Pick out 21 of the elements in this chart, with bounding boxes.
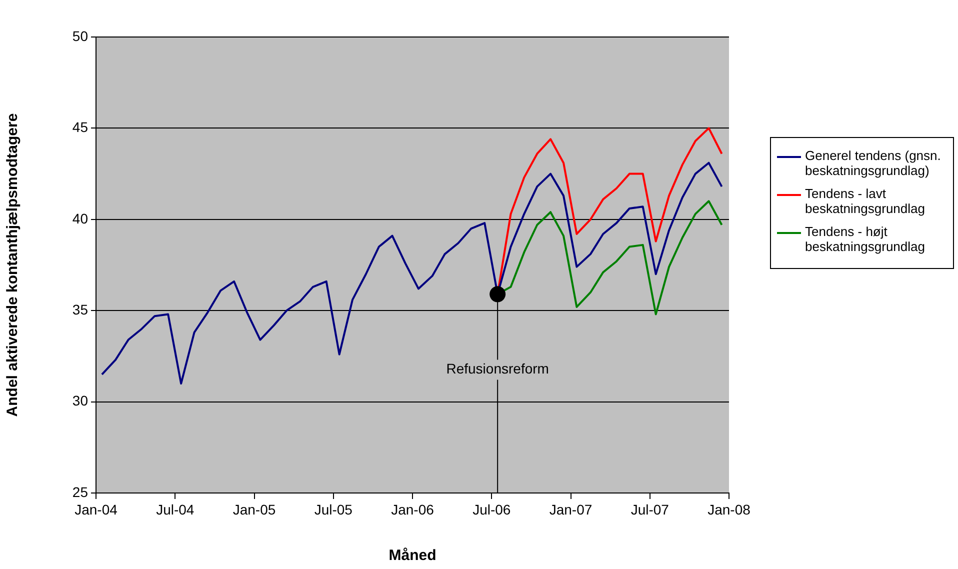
x-tick-label: Jan-06 — [391, 501, 434, 518]
y-tick-label: 40 — [72, 210, 88, 226]
y-tick-label: 45 — [72, 119, 88, 136]
x-tick-label: Jan-08 — [708, 501, 751, 518]
legend-label: Tendens - højt beskatningsgrundlag — [805, 224, 926, 254]
x-tick-label: Jul-07 — [630, 501, 670, 518]
legend-label: Generel tendens (gnsn. beskatningsgrundlag) — [805, 148, 942, 178]
x-axis-title: Måned — [388, 547, 436, 564]
x-tick-label: Jan-07 — [549, 501, 592, 518]
annotation: Refusionsreform — [446, 360, 549, 377]
y-tick-label: 25 — [72, 484, 88, 500]
x-tick-label: Jul-05 — [314, 501, 353, 518]
x-tick-label: Jul-06 — [472, 501, 511, 518]
x-tick-label: Jan-05 — [232, 501, 276, 518]
x-tick-label: Jul-04 — [156, 501, 194, 518]
y-axis-title: Andel aktiverede kontanthjælpsmodtagere — [4, 113, 22, 417]
y-tick-label: 30 — [72, 392, 88, 409]
legend-label: Tendens - lavt beskatningsgrundlag — [805, 186, 926, 216]
y-tick-label: 50 — [72, 28, 88, 44]
y-tick-label: 35 — [72, 301, 88, 318]
x-tick-label: Jan-04 — [74, 501, 118, 518]
